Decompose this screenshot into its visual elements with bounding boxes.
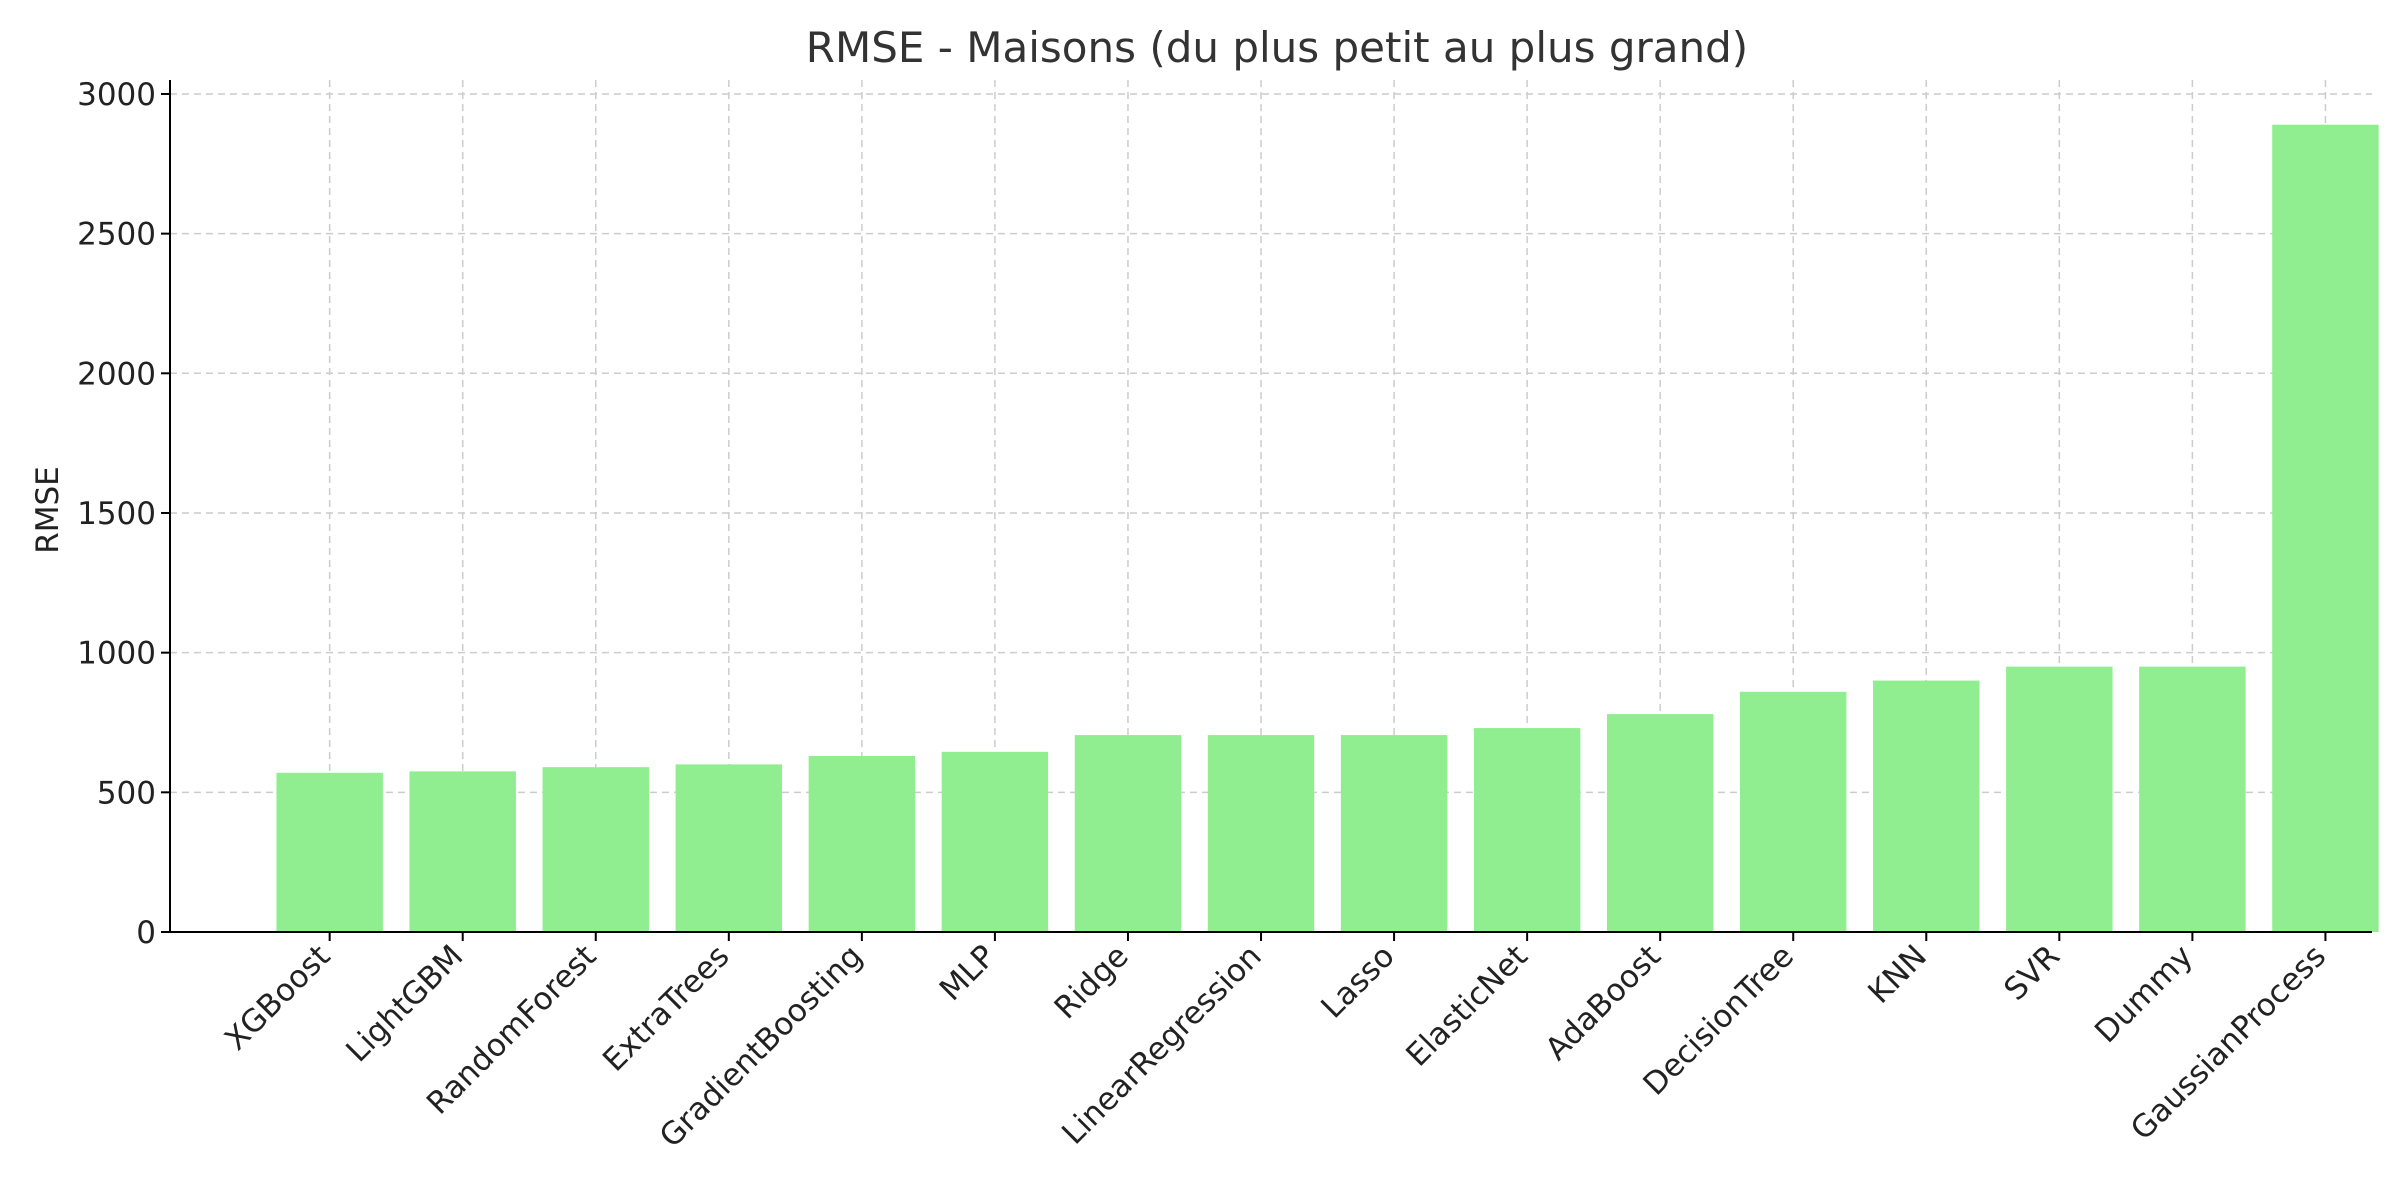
bars <box>276 124 2379 933</box>
bar-RandomForest <box>542 767 649 932</box>
bar-Lasso <box>1340 735 1448 932</box>
x-tick-label-XGBoost: XGBoost <box>218 938 337 1057</box>
y-tick-label-3: 1500 <box>77 496 156 532</box>
y-tick-label-2: 1000 <box>77 636 156 672</box>
x-tick-label-Dummy: Dummy <box>2088 938 2200 1050</box>
bar-DecisionTree <box>1740 691 1847 932</box>
chart-title: RMSE - Maisons (du plus petit au plus gr… <box>806 23 1748 72</box>
bar-Dummy <box>2139 666 2246 932</box>
y-tick-label-5: 2500 <box>77 217 156 253</box>
bar-GaussianProcess <box>2272 124 2379 933</box>
y-tick-label-0: 0 <box>136 915 156 951</box>
x-tick-label-ElasticNet: ElasticNet <box>1399 938 1534 1073</box>
x-tick-labels: XGBoost LightGBMRandomForestExtraTreesGra… <box>218 938 2333 1155</box>
y-tick-label-1: 500 <box>97 775 156 811</box>
x-tick-label-LightGBM: LightGBM <box>339 938 470 1069</box>
bar-LightGBM <box>409 771 516 932</box>
bar-ExtraTrees <box>675 764 783 932</box>
x-tick-label-Lasso: Lasso <box>1314 938 1401 1025</box>
y-tick-label-6: 3000 <box>77 77 156 113</box>
bar-GradientBoosting <box>808 756 916 932</box>
x-tick-label-Ridge: Ridge <box>1048 938 1136 1026</box>
bar-Ridge <box>1074 735 1182 932</box>
bar-KNN <box>1873 680 1980 932</box>
axes <box>161 80 2372 941</box>
x-tick-label-SVR: SVR <box>1997 938 2067 1008</box>
bar-SVR <box>2006 666 2113 932</box>
bar-MLP <box>941 751 1049 932</box>
x-tick-label-MLP: MLP <box>933 938 1003 1008</box>
x-tick-label-ExtraTrees: ExtraTrees <box>596 938 736 1078</box>
y-axis-label: RMSE <box>30 466 66 554</box>
x-tick-label-KNN: KNN <box>1861 938 1934 1011</box>
y-tick-labels: 0 500 1000 1500 2000 2500 3000 <box>77 77 156 951</box>
bar-ElasticNet <box>1473 728 1581 932</box>
bar-AdaBoost <box>1606 714 1714 932</box>
y-tick-label-4: 2000 <box>77 356 156 392</box>
bar-LinearRegression <box>1207 735 1315 932</box>
x-tick-label-AdaBoost: AdaBoost <box>1539 938 1668 1067</box>
bar-XGBoost <box>276 772 383 932</box>
